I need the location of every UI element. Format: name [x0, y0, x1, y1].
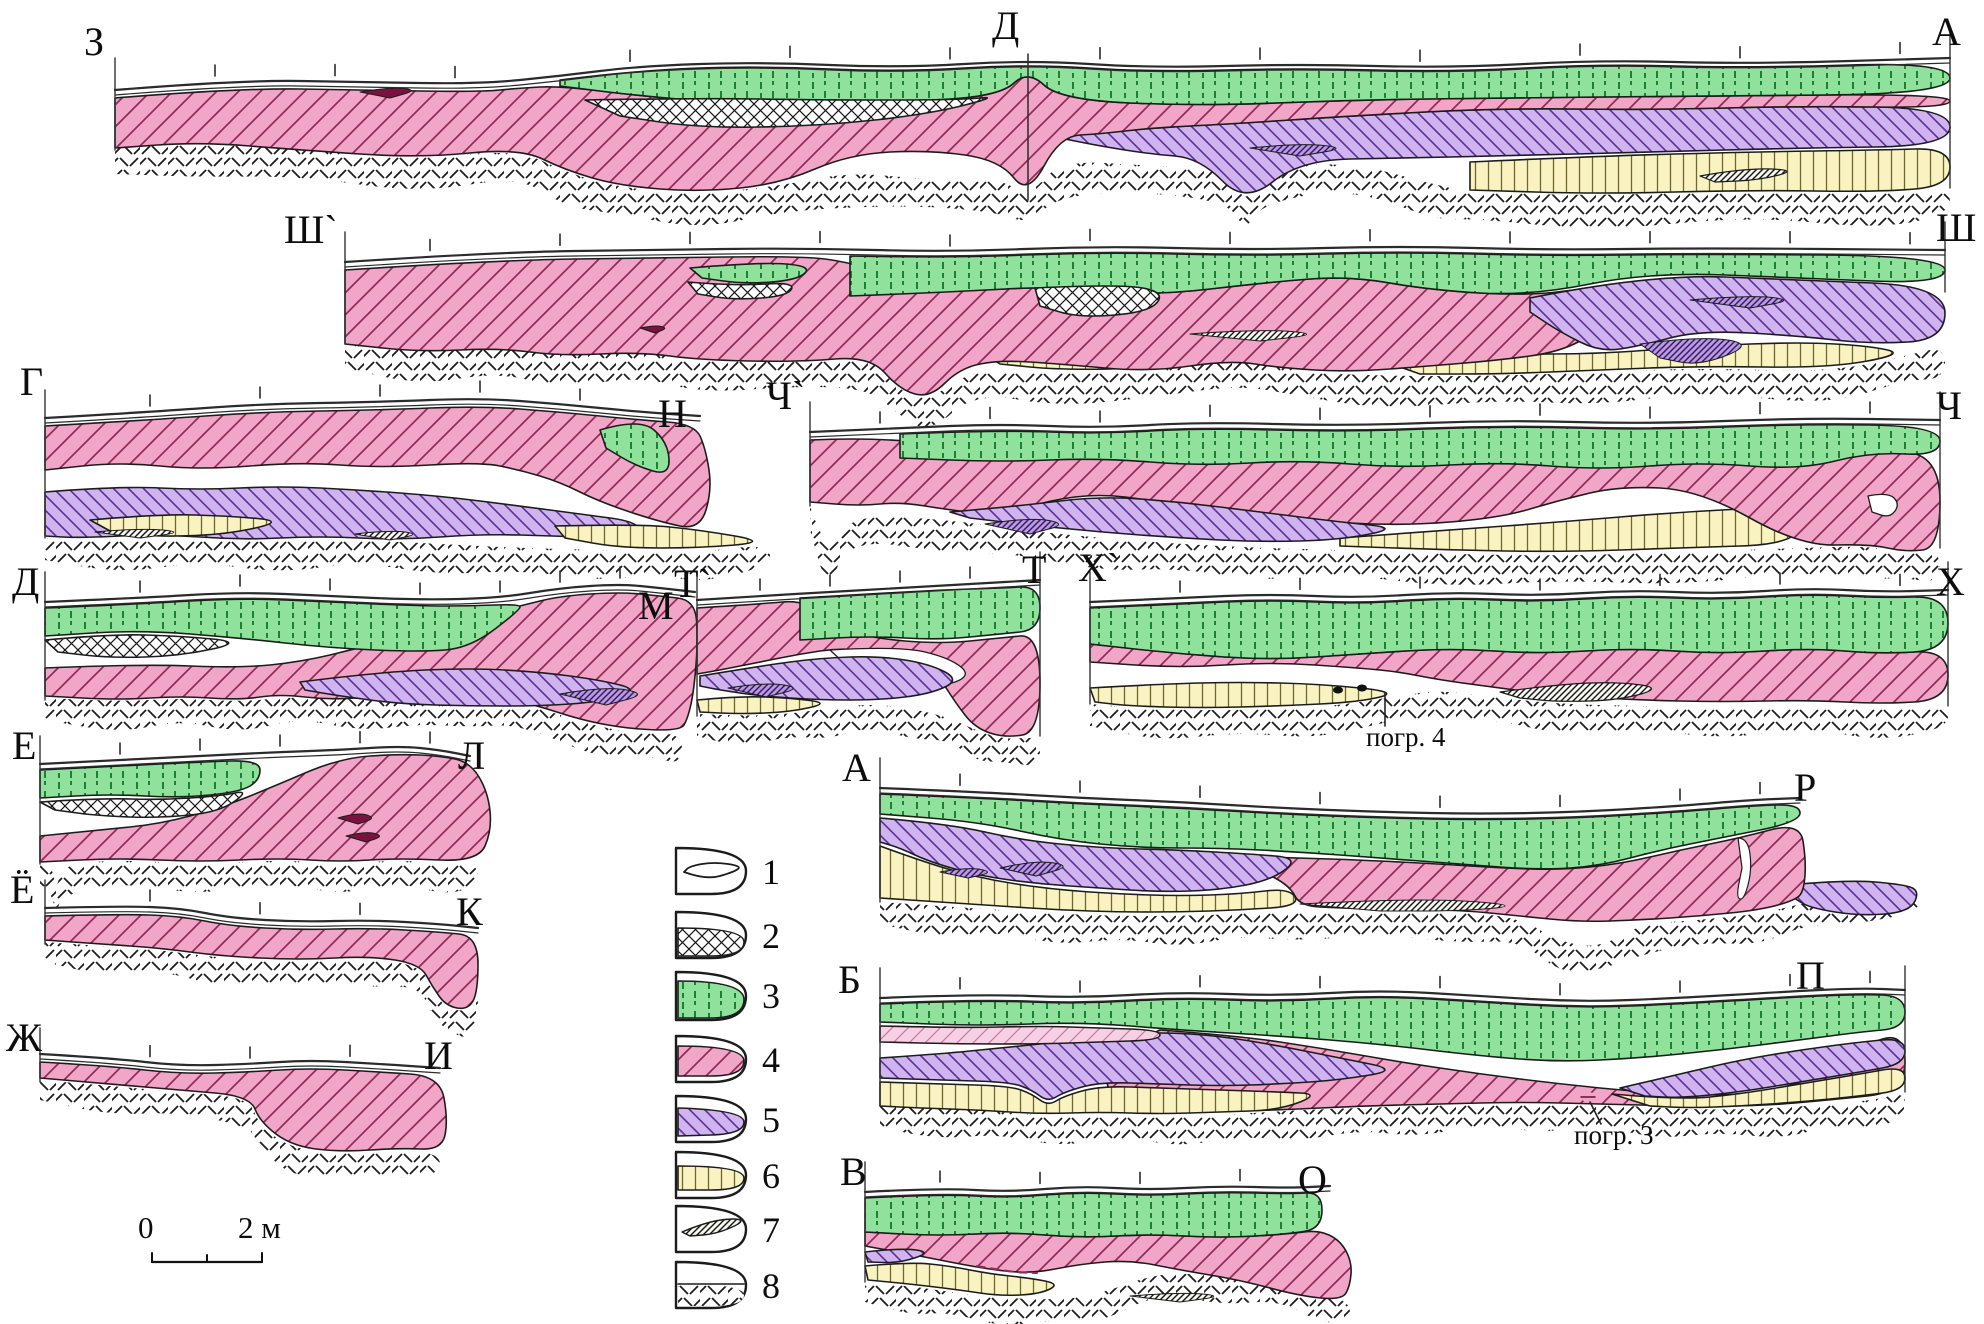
legend-item-5-number: 5 — [762, 1100, 780, 1140]
section-label-s4-right: Ч — [1936, 383, 1962, 428]
section-label-s1-top: Д — [992, 3, 1020, 48]
section-label-s13-left: В — [840, 1149, 867, 1194]
section-label-s7-left: Х` — [1078, 545, 1121, 590]
section-label-s1-right: А — [1932, 9, 1961, 54]
section-label-s11-right: Р — [1794, 765, 1817, 810]
section-label-s9-left: Ё — [10, 867, 35, 912]
legend-item-1-number: 1 — [762, 852, 780, 892]
legend-item-3-number: 3 — [762, 976, 780, 1016]
section-label-s5-left: Д — [12, 559, 40, 604]
legend-item-7-number: 7 — [762, 1210, 780, 1250]
section-label-s6-left: Т` — [674, 561, 712, 606]
scale-bar-zero: 0 — [138, 1210, 154, 1245]
section-label-s13-right: О — [1298, 1157, 1327, 1202]
section-label-s6-right: Т — [1022, 547, 1047, 592]
legend-item-2-number: 2 — [762, 916, 780, 956]
section-label-s11-left: А — [842, 745, 871, 790]
section-label-s10-left: Ж — [6, 1015, 42, 1060]
section-label-s12-right: П — [1796, 953, 1825, 998]
annotation-pogr3: погр. 3 — [1574, 1120, 1654, 1150]
legend-item-6-number: 6 — [762, 1156, 780, 1196]
section-label-s3-left: Г — [20, 359, 44, 404]
section-label-s1-left: З — [84, 19, 105, 64]
annotation-pogr4: погр. 4 — [1366, 722, 1446, 752]
section-label-s2-right: Ш — [1936, 205, 1977, 250]
section-label-s7-right: Х — [1936, 559, 1965, 604]
section-label-s9-right: К — [456, 889, 483, 934]
section-label-s8-left: Е — [12, 723, 37, 768]
section-label-s4-left: Ч` — [766, 373, 806, 418]
legend-item-8-number: 8 — [762, 1266, 780, 1306]
scale-bar-value: 2 м — [238, 1210, 281, 1245]
section-label-s2-left: Ш` — [284, 207, 338, 252]
section-label-s12-left: Б — [838, 957, 861, 1002]
section-label-s10-right: И — [424, 1033, 453, 1078]
legend-item-4-number: 4 — [762, 1040, 780, 1080]
section-label-s5-right: М — [638, 583, 674, 628]
section-label-s8-right: Л — [458, 733, 486, 778]
section-label-s3-right: Н — [658, 391, 687, 436]
